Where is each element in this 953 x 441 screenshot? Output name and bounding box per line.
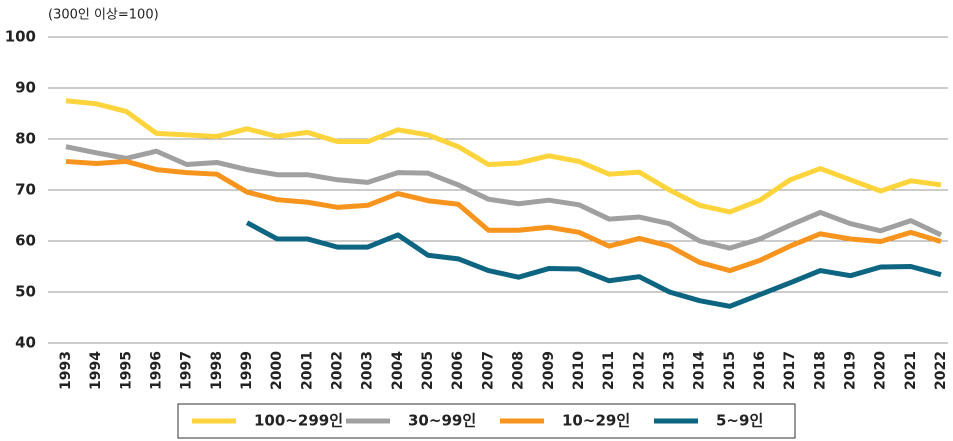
legend-label: 30~99인: [408, 412, 476, 430]
x-tick-label: 1995: [118, 351, 134, 390]
x-tick-label: 2019: [842, 351, 858, 390]
x-tick-label: 2010: [571, 351, 587, 390]
x-tick-label: 2003: [360, 351, 376, 390]
x-tick-label: 2015: [722, 351, 738, 390]
x-tick-label: 2013: [661, 351, 677, 390]
x-tick-label: 2011: [601, 351, 617, 390]
y-tick-label: 70: [15, 181, 36, 199]
x-tick-label: 2006: [450, 351, 466, 390]
x-tick-label: 1993: [58, 351, 74, 390]
y-tick-label: 50: [15, 283, 36, 301]
series-line: [65, 98, 942, 215]
x-tick-label: 2002: [330, 351, 346, 390]
x-tick-label: 1998: [209, 351, 225, 390]
series-line: [245, 220, 942, 309]
series-line: [65, 144, 943, 251]
x-tick-label: 1999: [239, 351, 255, 390]
x-tick-label: 1994: [88, 351, 104, 390]
x-tick-label: 2020: [873, 351, 889, 390]
x-tick-label: 2007: [480, 351, 496, 390]
x-tick-label: 2009: [541, 351, 557, 390]
x-tick-label: 2001: [299, 351, 315, 390]
x-tick-label: 2012: [631, 351, 647, 390]
x-tick-label: 2017: [782, 351, 798, 390]
x-tick-label: 1996: [149, 351, 165, 390]
y-tick-label: 80: [15, 130, 36, 148]
chart-subtitle: (300인 이상=100): [48, 8, 159, 23]
x-tick-label: 2005: [420, 351, 436, 390]
x-tick-label: 2018: [812, 351, 828, 390]
x-tick-label: 2016: [752, 351, 768, 390]
legend-label: 5~9인: [716, 412, 763, 430]
series-line: [65, 158, 942, 274]
y-tick-label: 40: [15, 334, 36, 352]
y-tick-label: 100: [5, 28, 36, 46]
x-tick-label: 1997: [179, 351, 195, 390]
x-tick-label: 2004: [390, 351, 406, 390]
x-tick-label: 2014: [692, 351, 708, 390]
legend-label: 10~29인: [562, 412, 630, 430]
x-tick-label: 2022: [933, 351, 949, 390]
x-tick-label: 2008: [511, 351, 527, 390]
y-tick-label: 60: [15, 232, 36, 250]
x-tick-label: 2021: [903, 351, 919, 390]
legend-label: 100~299인: [254, 412, 343, 430]
x-tick-label: 2000: [269, 351, 285, 390]
y-tick-label: 90: [15, 79, 36, 97]
